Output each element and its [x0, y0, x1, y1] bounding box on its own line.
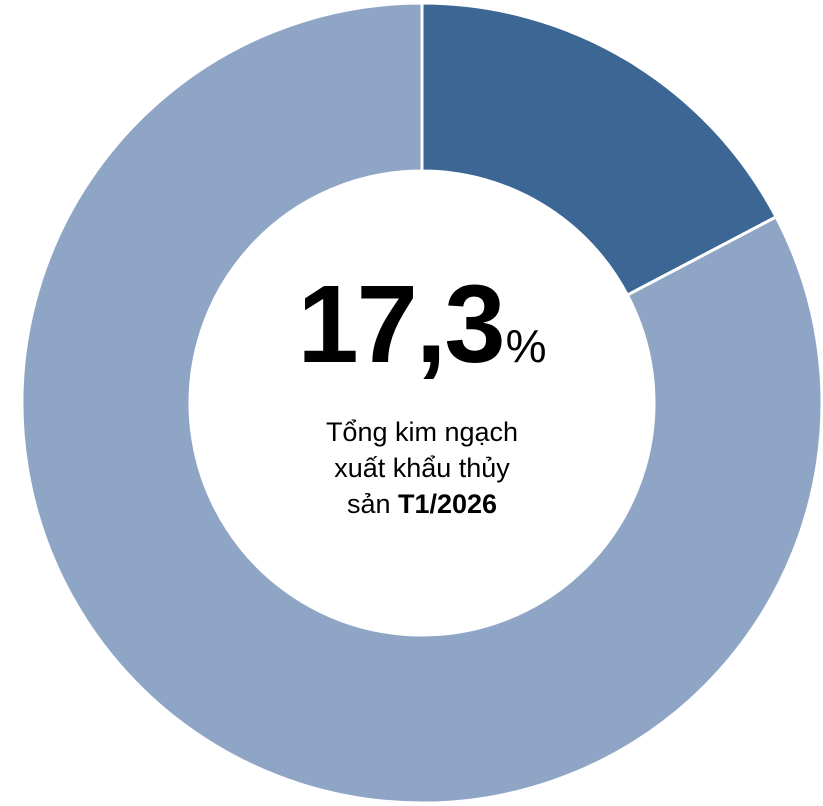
center-label: 17,3% Tổng kim ngạch xuất khẩu thủy sản … [222, 270, 622, 522]
donut-slice-1 [420, 1, 779, 298]
caption-line-1: Tổng kim ngạch [325, 417, 519, 447]
donut-slice-2 [20, 1, 823, 805]
caption-line-3-bold: T1/2026 [397, 489, 498, 519]
center-caption: Tổng kim ngạch xuất khẩu thủy sản T1/202… [222, 414, 622, 522]
caption-line-2: xuất khẩu thủy [334, 453, 510, 483]
center-value-unit: % [505, 320, 547, 372]
center-value-number: 17,3 [297, 263, 506, 386]
caption-line-3-prefix: sản [346, 489, 398, 519]
caption-line-3: sản T1/2026 [222, 486, 622, 522]
center-value: 17,3% [222, 270, 622, 380]
donut-slices [20, 1, 823, 805]
